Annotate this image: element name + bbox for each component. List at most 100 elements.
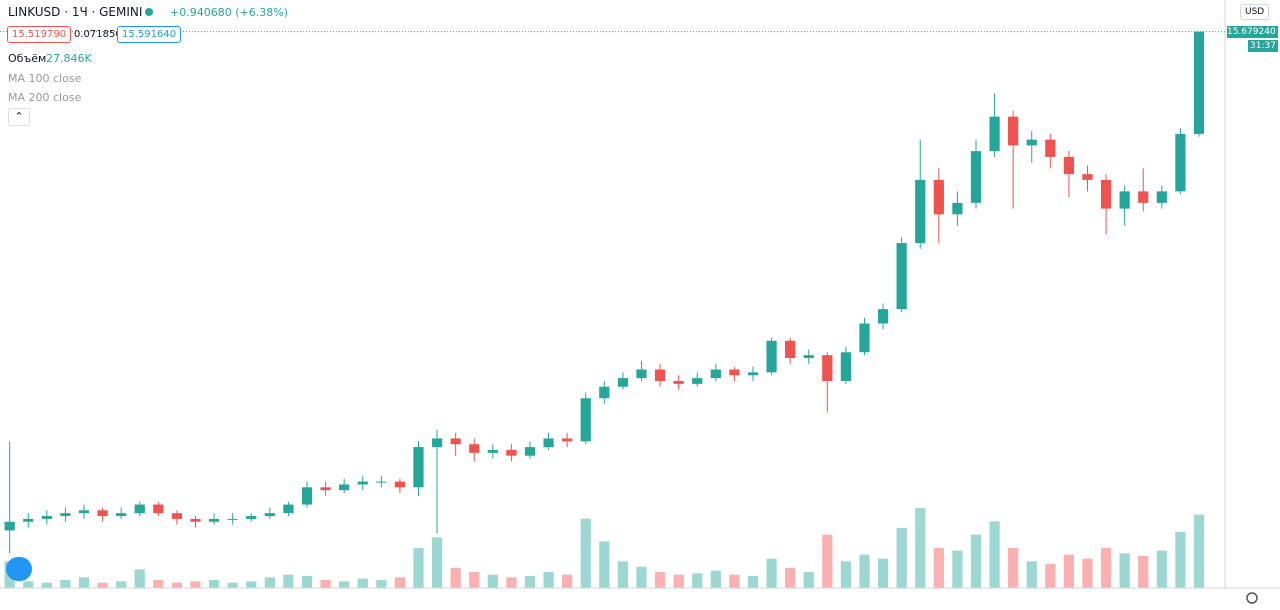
candle-body <box>246 516 257 519</box>
volume-bar <box>933 548 944 588</box>
candle-body <box>264 513 275 517</box>
volume-bar <box>1045 564 1056 588</box>
volume-bar <box>562 574 573 588</box>
indicator[interactable]: MA 100 close <box>8 72 82 85</box>
volume-bar <box>171 582 183 588</box>
candle-body <box>190 518 201 522</box>
volume-bar <box>859 554 870 588</box>
currency[interactable]: USD <box>1240 4 1270 20</box>
candle-body <box>450 438 461 445</box>
candle-body <box>915 179 926 244</box>
volume-bar <box>1193 514 1205 588</box>
volume-bar <box>654 572 666 588</box>
volume-bar <box>543 572 554 588</box>
candle-body <box>283 504 294 514</box>
candle-body <box>933 179 944 215</box>
volume-bar <box>227 582 238 588</box>
candle-body <box>78 510 90 514</box>
logo <box>6 557 32 581</box>
candle-body <box>1026 139 1037 146</box>
volume-bar <box>413 548 424 588</box>
volume-bar <box>1138 556 1149 588</box>
candle-body <box>469 444 480 453</box>
candle-body <box>394 481 406 488</box>
volume-bar <box>1063 554 1075 588</box>
volume-bar <box>320 580 331 588</box>
volume-bar <box>896 528 907 588</box>
volume-bar <box>431 537 443 588</box>
candle-body <box>1008 116 1019 146</box>
volume-bar <box>840 561 852 588</box>
candle-body <box>320 487 331 491</box>
volume-bar <box>23 581 34 588</box>
candle-body <box>227 518 238 520</box>
candle-body <box>1175 133 1186 192</box>
volume-bar <box>524 576 536 588</box>
candle-body <box>896 243 907 310</box>
candle-body <box>60 513 71 517</box>
symbol[interactable]: LINKUSD · 1Ч · GEMINI <box>8 5 143 19</box>
volume-bar <box>283 574 294 588</box>
candle-body <box>431 438 443 448</box>
candle-body <box>840 352 852 381</box>
volume-bar <box>692 573 703 588</box>
candle-body <box>859 323 870 353</box>
candle-body <box>617 378 629 387</box>
indicator[interactable]: MA 200 close <box>8 91 82 104</box>
candle-body <box>301 487 313 505</box>
volume-bar <box>506 577 517 588</box>
volume-bar <box>78 577 90 588</box>
volume-bar <box>208 580 220 588</box>
volume-bar <box>1156 550 1167 588</box>
collapse-button[interactable]: ⌃ <box>8 108 30 126</box>
candle-body <box>822 355 833 381</box>
volume-bar <box>710 570 721 588</box>
candle-body <box>413 447 424 488</box>
settings-icon[interactable] <box>1246 592 1258 604</box>
candle-body <box>41 516 52 519</box>
volume-bar <box>264 577 275 588</box>
volume-label: Объём <box>8 52 47 65</box>
volume-bar <box>134 569 145 588</box>
volume-bar <box>673 574 684 588</box>
bid[interactable]: 15.519790 <box>7 26 72 43</box>
volume-bar <box>803 572 814 588</box>
candle-body <box>97 510 108 517</box>
status-dot <box>145 8 153 16</box>
ask[interactable]: 15.591640 <box>117 26 182 43</box>
candle-body <box>710 369 721 379</box>
candle-body <box>1100 179 1112 209</box>
candle-body <box>952 202 963 215</box>
volume-bar <box>636 566 647 588</box>
candle-body <box>1063 156 1075 175</box>
volume-bar <box>153 580 164 588</box>
volume-bar <box>822 534 833 588</box>
candle-body <box>23 518 34 522</box>
candle-body <box>1119 191 1130 209</box>
candle-body <box>1045 139 1056 157</box>
candle-body <box>599 386 610 399</box>
volume-bar <box>952 550 963 588</box>
volume-bar <box>915 508 926 588</box>
countdown: 31:37 <box>1248 40 1278 52</box>
candle-body <box>580 398 591 442</box>
candle-body <box>1138 191 1149 203</box>
candle-body <box>692 378 703 384</box>
candle-body <box>116 513 127 517</box>
volume-bar <box>1026 561 1037 588</box>
candle-body <box>524 447 536 456</box>
candle-body <box>1082 174 1093 180</box>
candle-body <box>673 380 684 384</box>
candle-body <box>543 438 554 448</box>
candle-body <box>729 369 740 376</box>
volume-bar <box>1100 548 1112 588</box>
volume-bar <box>989 521 1000 588</box>
volume-bar <box>469 572 480 588</box>
candle-body <box>171 513 183 519</box>
volume-value: 27.846K <box>46 52 92 65</box>
volume-bar <box>1119 553 1130 588</box>
volume-bar <box>97 582 108 588</box>
candle-body <box>877 309 889 324</box>
candle-body <box>506 449 517 456</box>
